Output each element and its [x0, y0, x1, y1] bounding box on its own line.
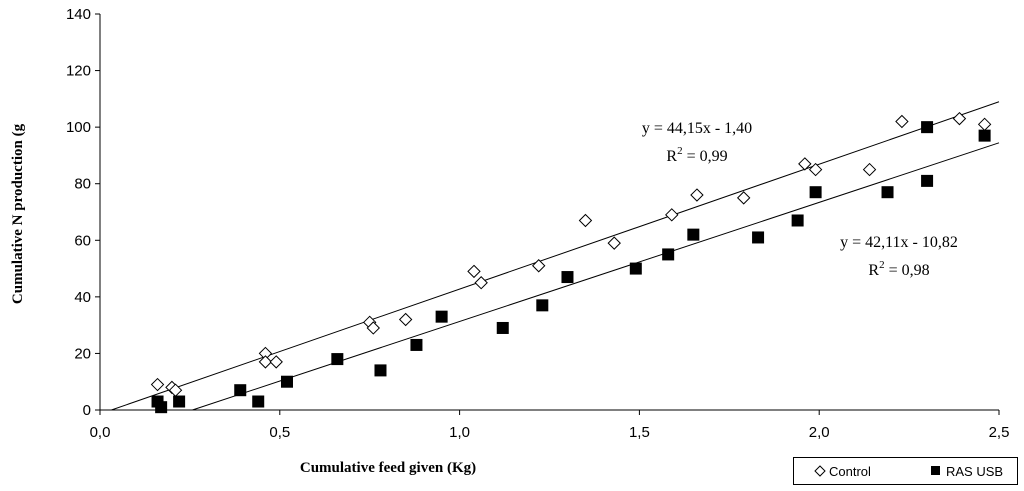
data-point-control	[366, 321, 381, 335]
y-tick-label: 0	[83, 402, 91, 419]
data-point-ras-usb	[687, 228, 700, 241]
legend-marker-control	[814, 465, 826, 477]
legend-box	[793, 457, 1018, 485]
data-point-control	[736, 191, 751, 205]
data-point-control	[862, 162, 877, 177]
x-tick-label: 0,0	[90, 424, 111, 441]
data-point-control	[895, 114, 909, 129]
data-point-ras-usb	[410, 338, 423, 351]
data-point-control	[690, 188, 704, 202]
y-tick-label: 140	[66, 6, 91, 23]
legend-label-ras-usb: RAS USB	[946, 464, 1003, 479]
data-point-control	[607, 236, 621, 250]
legend: Control RAS USB	[793, 457, 1018, 485]
data-point-ras-usb	[252, 395, 265, 408]
data-point-control	[977, 117, 992, 132]
data-point-ras-usb	[374, 364, 387, 377]
x-tick-label: 0,5	[269, 424, 290, 441]
data-point-ras-usb	[921, 121, 934, 134]
y-tick-label: 20	[74, 345, 91, 362]
x-tick-label: 2,0	[809, 424, 830, 441]
data-point-ras-usb	[234, 384, 247, 397]
data-point-control	[150, 377, 165, 392]
data-point-control	[474, 276, 488, 290]
data-point-control	[467, 264, 481, 279]
equation-annotation-ras-usb: y = 42,11x - 10,82 R2 = 0,98	[840, 234, 958, 279]
data-point-control	[269, 355, 283, 369]
data-point-ras-usb	[809, 186, 822, 199]
equation-annotation-control: y = 44,15x - 1,40 R2 = 0,99	[642, 120, 752, 165]
data-point-ras-usb	[280, 375, 293, 388]
x-tick-label: 1,5	[629, 424, 650, 441]
y-tick-label: 120	[66, 63, 91, 80]
data-point-ras-usb	[173, 395, 186, 408]
data-point-ras-usb	[536, 299, 549, 312]
axes: 0 20 40 60 80 100 120 140 0,0 0,5 1,0 1,5 2,0 2,5	[66, 6, 1009, 441]
data-points	[150, 111, 992, 414]
legend-marker-ras-usb	[931, 466, 940, 475]
data-point-ras-usb	[978, 129, 991, 142]
data-point-ras-usb	[435, 310, 448, 323]
data-point-ras-usb	[752, 231, 765, 244]
data-point-ras-usb	[331, 353, 344, 366]
data-point-control	[398, 312, 413, 327]
data-point-ras-usb	[662, 248, 675, 261]
data-point-control	[952, 111, 967, 126]
data-point-ras-usb	[155, 401, 168, 414]
y-tick-label: 80	[74, 176, 91, 193]
data-point-ras-usb	[881, 186, 894, 199]
data-point-control	[258, 355, 273, 369]
legend-label-control: Control	[829, 464, 871, 479]
data-point-ras-usb	[496, 321, 509, 334]
data-point-control	[578, 213, 593, 228]
trendline-ras-usb	[192, 142, 1000, 411]
data-point-control	[665, 208, 679, 222]
data-point-control	[798, 157, 812, 171]
data-point-control	[532, 259, 546, 273]
y-tick-label: 40	[74, 289, 91, 306]
y-axis-title: Cumulative N production (g	[10, 123, 26, 304]
x-tick-label: 1,0	[449, 424, 470, 441]
r-squared-ras-usb: R2 = 0,98	[868, 259, 929, 279]
data-point-ras-usb	[561, 271, 574, 284]
data-point-ras-usb	[629, 262, 642, 275]
x-axis-title: Cumulative feed given (Kg)	[300, 460, 476, 476]
equation-ras-usb: y = 42,11x - 10,82	[840, 234, 958, 251]
data-point-ras-usb	[791, 214, 804, 227]
r-squared-control: R2 = 0,99	[666, 145, 727, 165]
trendlines	[111, 101, 1000, 411]
y-tick-label: 100	[66, 119, 91, 136]
trendline-control	[111, 101, 1000, 411]
data-point-ras-usb	[921, 174, 934, 187]
x-tick-label: 2,5	[989, 424, 1010, 441]
y-tick-label: 60	[74, 232, 91, 249]
data-point-control	[808, 162, 823, 177]
equation-control: y = 44,15x - 1,40	[642, 120, 752, 137]
